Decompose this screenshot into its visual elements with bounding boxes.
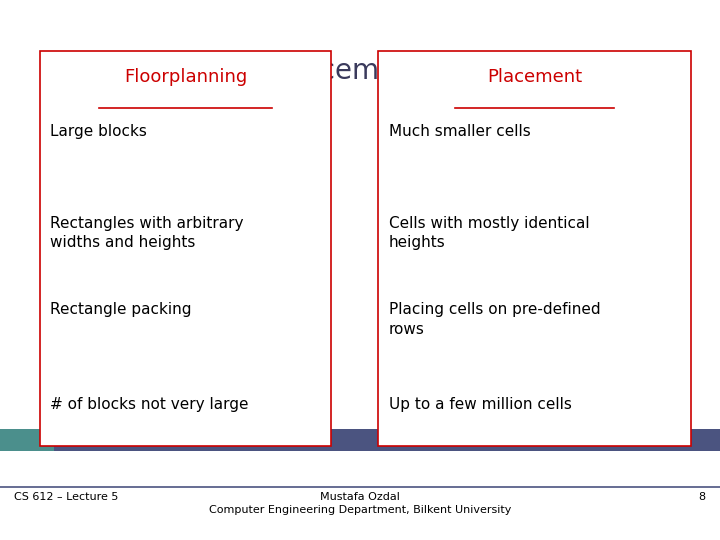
Text: Placement: Placement bbox=[487, 68, 582, 85]
Text: 8: 8 bbox=[698, 492, 706, 503]
Text: Floorplanning: Floorplanning bbox=[124, 68, 247, 85]
Text: Placing cells on pre-defined
rows: Placing cells on pre-defined rows bbox=[389, 302, 600, 336]
Bar bbox=[0, 429, 54, 451]
Text: Much smaller cells: Much smaller cells bbox=[389, 124, 531, 139]
Text: Floorplanning vs Placement: Floorplanning vs Placement bbox=[40, 57, 424, 85]
Text: Rectangle packing: Rectangle packing bbox=[50, 302, 192, 318]
Text: Mustafa Ozdal
Computer Engineering Department, Bilkent University: Mustafa Ozdal Computer Engineering Depar… bbox=[209, 492, 511, 515]
Text: Cells with mostly identical
heights: Cells with mostly identical heights bbox=[389, 216, 590, 250]
FancyBboxPatch shape bbox=[378, 51, 691, 446]
Text: Up to a few million cells: Up to a few million cells bbox=[389, 397, 572, 412]
Text: CS 612 – Lecture 5: CS 612 – Lecture 5 bbox=[14, 492, 119, 503]
Text: # of blocks not very large: # of blocks not very large bbox=[50, 397, 249, 412]
FancyBboxPatch shape bbox=[40, 51, 331, 446]
Bar bbox=[54, 429, 720, 451]
Text: Rectangles with arbitrary
widths and heights: Rectangles with arbitrary widths and hei… bbox=[50, 216, 244, 250]
Text: Large blocks: Large blocks bbox=[50, 124, 148, 139]
